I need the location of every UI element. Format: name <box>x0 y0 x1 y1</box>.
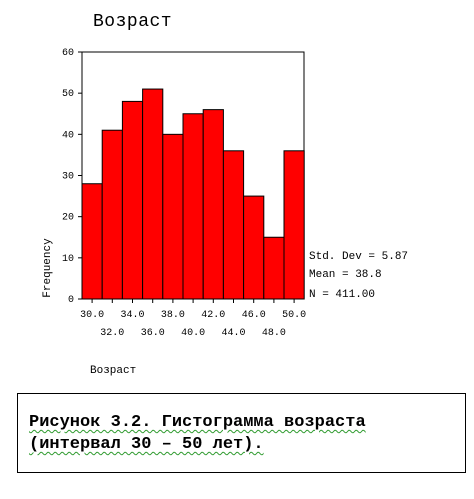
x-tick-label: 50.0 <box>282 310 306 321</box>
bar-40.0 <box>182 113 204 300</box>
bar-38.0 <box>162 133 184 300</box>
x-tick-label: 40.0 <box>181 328 205 339</box>
x-tick-label: 44.0 <box>221 328 245 339</box>
x-tick-label: 48.0 <box>262 328 286 339</box>
chart-title: Возраст <box>93 12 173 32</box>
bar-32.0 <box>101 129 123 300</box>
y-tick-label: 60 <box>62 48 74 59</box>
bars-group <box>81 88 305 300</box>
x-tick-label: 36.0 <box>141 328 165 339</box>
x-tick-label: 38.0 <box>161 310 185 321</box>
bar-36.0 <box>142 88 164 300</box>
x-tick-label: 42.0 <box>201 310 225 321</box>
bar-42.0 <box>202 109 224 300</box>
y-tick-label: 30 <box>62 172 74 183</box>
x-axis: 30.0 34.0 38.0 42.0 46.0 50.0 32.0 36.0 40.0 44.0… <box>80 299 306 339</box>
x-tick-label: 34.0 <box>120 310 144 321</box>
x-tick-label: 30.0 <box>80 310 104 321</box>
caption-line-2: (интервал 30 – 50 лет). <box>29 435 264 454</box>
y-tick-label: 40 <box>62 130 74 141</box>
y-tick-label: 50 <box>62 89 74 100</box>
y-axis-label: Frequency <box>42 238 54 298</box>
stat-mean: Mean = 38.8 <box>309 269 382 281</box>
x-tick-label: 46.0 <box>242 310 266 321</box>
y-tick-label: 10 <box>62 254 74 265</box>
bar-30.0 <box>81 183 103 300</box>
bar-34.0 <box>121 100 144 300</box>
bar-50.0 <box>283 150 305 300</box>
stat-n: N = 411.00 <box>309 289 375 301</box>
y-axis: 0 10 20 30 40 50 60 <box>62 48 82 306</box>
bar-44.0 <box>222 150 245 300</box>
bar-48.0 <box>263 236 285 300</box>
x-tick-label: 32.0 <box>100 328 124 339</box>
figure-caption-box: Рисунок 3.2. Гистограмма возраста (интер… <box>17 393 466 473</box>
stat-std-dev: Std. Dev = 5.87 <box>309 251 408 263</box>
x-axis-label: Возраст <box>90 365 136 377</box>
y-tick-label: 20 <box>62 213 74 224</box>
figure-caption: Рисунок 3.2. Гистограмма возраста (интер… <box>29 412 366 456</box>
histogram-chart: 0 10 20 30 40 50 60 30.0 34.0 38.0 42.0 46.0 50.0 32… <box>42 48 408 377</box>
caption-line-1: Рисунок 3.2. Гистограмма возраста <box>29 413 366 432</box>
y-tick-label: 0 <box>68 295 74 306</box>
bar-46.0 <box>243 195 265 300</box>
